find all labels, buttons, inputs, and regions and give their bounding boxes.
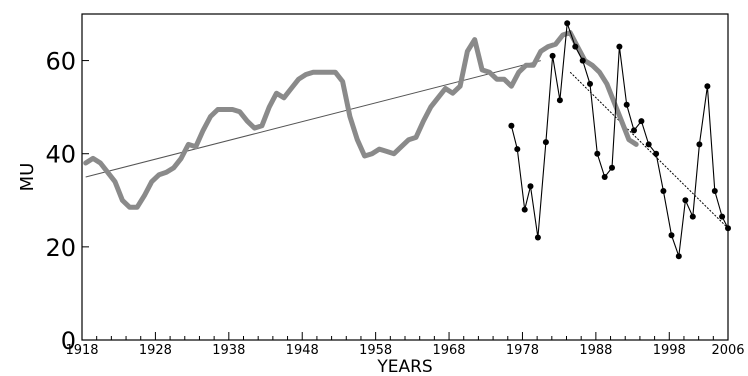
annual-data-point bbox=[514, 146, 521, 153]
annual-data-point bbox=[725, 225, 731, 232]
axes: 0 20 40 60 1918 1928 1938 1948 1958 1968 1978 1988 1… bbox=[45, 13, 745, 358]
annual-data-point bbox=[719, 213, 726, 220]
x-tick-label: 1948 bbox=[286, 343, 319, 358]
x-tick-label: 1918 bbox=[65, 343, 98, 358]
annual-data-point bbox=[564, 20, 571, 27]
annual-data-point bbox=[609, 164, 615, 171]
y-tick-label: 0 bbox=[61, 327, 76, 355]
plot-series bbox=[83, 20, 731, 260]
annual-data-point bbox=[689, 213, 696, 220]
annual-data-point bbox=[542, 139, 549, 146]
annual-data-point bbox=[616, 43, 623, 50]
y-tick-label: 20 bbox=[45, 234, 76, 262]
annual-data-point bbox=[696, 141, 703, 148]
x-tick-label: 1968 bbox=[432, 343, 465, 358]
annual-data-point bbox=[653, 150, 660, 157]
annual-data-point bbox=[638, 118, 645, 125]
annual-data-point bbox=[675, 253, 682, 260]
annual-data-point bbox=[572, 43, 579, 50]
x-axis-title: YEARS bbox=[376, 357, 432, 376]
annual-data-point bbox=[660, 188, 667, 194]
annual-data-point bbox=[534, 234, 541, 241]
annual-data-point bbox=[549, 52, 556, 59]
annual-data-point bbox=[594, 150, 601, 157]
annual-data-point bbox=[645, 141, 652, 148]
annual-data-point bbox=[587, 80, 593, 87]
smoothed-series-line bbox=[83, 30, 639, 210]
annual-data-point bbox=[668, 232, 675, 239]
x-tick-label: 1998 bbox=[653, 343, 686, 358]
annual-data-point bbox=[521, 206, 528, 213]
annual-data-point bbox=[682, 197, 689, 204]
x-tick-label: 1928 bbox=[139, 343, 172, 358]
annual-data-point bbox=[527, 183, 534, 190]
recent-trend-line bbox=[569, 71, 729, 229]
y-tick-label: 40 bbox=[45, 141, 76, 169]
annual-data-point bbox=[631, 127, 637, 134]
annual-data-point bbox=[556, 97, 563, 104]
long-term-trend-line bbox=[85, 60, 541, 178]
annual-data-point bbox=[579, 57, 586, 64]
x-tick-label: 1978 bbox=[506, 343, 539, 358]
x-tick-label: 1958 bbox=[359, 343, 392, 358]
annual-data-point bbox=[623, 101, 630, 108]
annual-series-line bbox=[510, 23, 729, 257]
x-tick-label: 1938 bbox=[212, 343, 245, 358]
annual-data-point bbox=[704, 83, 711, 90]
x-tick-label: 2006 bbox=[711, 343, 744, 358]
plot-frame bbox=[81, 13, 729, 341]
annual-data-point bbox=[508, 122, 515, 129]
y-tick-label: 60 bbox=[45, 48, 76, 76]
annual-data-point bbox=[601, 174, 608, 180]
annual-data-point bbox=[711, 188, 718, 194]
x-tick-label: 1988 bbox=[579, 343, 612, 358]
y-axis-title: MU bbox=[17, 163, 38, 192]
